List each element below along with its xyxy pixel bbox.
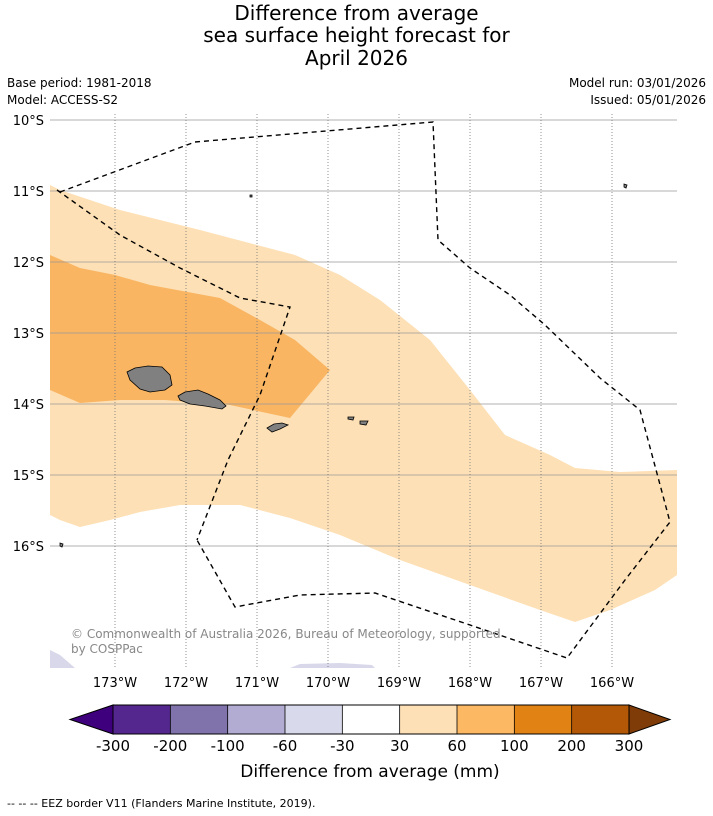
colorbar-segment: [342, 705, 400, 734]
colorbar-segment: [113, 705, 171, 734]
title-line-3: April 2026: [305, 46, 408, 70]
lat-label: 15°S: [13, 469, 44, 484]
colorbar-segment: [170, 705, 228, 734]
small-island-sw: [59, 542, 64, 548]
colorbar-tick-label: -300: [96, 737, 130, 755]
anomaly-60-100-region: [50, 255, 330, 418]
title-line-1: Difference from average: [234, 1, 479, 25]
lat-label: 11°S: [13, 185, 44, 200]
colorbar-tick-label: 200: [557, 737, 586, 755]
lon-label: 172°W: [164, 676, 208, 691]
colorbar-outline: [112, 704, 630, 735]
lat-label: 14°S: [13, 398, 44, 413]
tutuila-island: [266, 422, 290, 433]
model-name: Model: ACCESS-S2: [7, 93, 119, 107]
colorbar-tick-label: -60: [273, 737, 298, 755]
anomaly-30-60-region: [50, 185, 677, 622]
anomaly-negative-patch-west: [50, 650, 75, 668]
colorbar-tick-label: 60: [447, 737, 466, 755]
colorbar-segment: [514, 705, 572, 734]
colorbar-title: Difference from average (mm): [240, 762, 500, 782]
lat-label: 16°S: [13, 540, 44, 555]
tau-island: [359, 420, 369, 426]
colorbar-tick-label: 300: [615, 737, 644, 755]
colorbar-tick-label: -100: [211, 737, 245, 755]
eez-border-samoa: [56, 189, 291, 541]
colorbar-extend-low: [68, 704, 114, 735]
ofu-island: [347, 416, 355, 421]
colorbar-segment: [227, 705, 285, 734]
title-line-2: sea surface height forecast for: [203, 23, 510, 47]
lat-label: 12°S: [13, 256, 44, 271]
eez-legend-note: -- -- -- EEZ border V11 (Flanders Marine…: [7, 797, 316, 810]
latitude-labels: 10°S 11°S 12°S 13°S 14°S 15°S 16°S: [13, 114, 44, 555]
model-run: Model run: 03/01/2026: [568, 76, 706, 90]
issued-date: Issued: 05/01/2026: [590, 93, 706, 107]
eez-border-american-samoa: [59, 121, 671, 659]
lon-label: 171°W: [235, 676, 279, 691]
longitude-gridlines: [114, 114, 613, 668]
colorbar-segment: [399, 705, 457, 734]
colorbar: -300 -200 -100 -60 -30 30 60 100 200 300: [68, 704, 672, 755]
longitude-labels: 173°W 172°W 171°W 170°W 169°W 168°W 167°…: [93, 676, 634, 691]
copyright-notice: © Commonwealth of Australia 2026, Bureau…: [71, 627, 501, 656]
colorbar-tick-label: 30: [390, 737, 409, 755]
upolu-island: [177, 389, 227, 410]
lon-label: 166°W: [590, 676, 634, 691]
colorbar-tick-label: -30: [330, 737, 355, 755]
lon-label: 173°W: [93, 676, 137, 691]
lat-label: 13°S: [13, 327, 44, 342]
colorbar-segment: [457, 705, 515, 734]
colorbar-tick-label: 100: [500, 737, 529, 755]
base-period: Base period: 1981-2018: [7, 76, 152, 90]
colorbar-segment: [571, 705, 629, 734]
latitude-gridlines: [50, 119, 677, 547]
lon-label: 168°W: [448, 676, 492, 691]
map-area: [50, 185, 677, 668]
lat-label: 10°S: [13, 114, 44, 129]
eez-borders: [56, 121, 671, 659]
lon-label: 170°W: [306, 676, 350, 691]
anomaly-negative-patch-south: [290, 663, 375, 668]
swains-island: [249, 194, 253, 198]
lon-label: 169°W: [377, 676, 421, 691]
colorbar-segment: [285, 705, 343, 734]
land-masses: [59, 183, 628, 548]
small-island-ne: [623, 183, 628, 189]
savaii-island: [126, 365, 173, 393]
lon-label: 167°W: [519, 676, 563, 691]
colorbar-tick-label: -200: [153, 737, 187, 755]
colorbar-extend-high: [628, 704, 672, 735]
